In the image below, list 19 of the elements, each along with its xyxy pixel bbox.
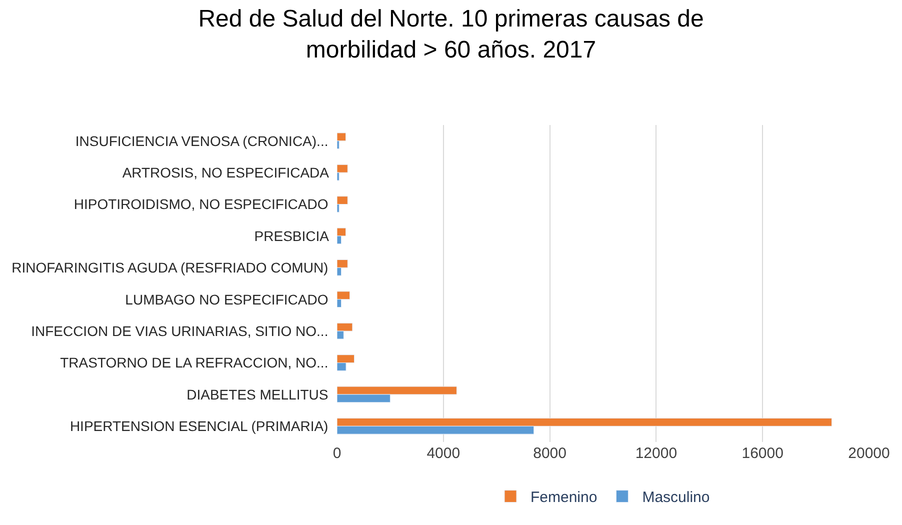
y-tick-label: HIPERTENSION ESENCIAL (PRIMARIA) [70,418,336,434]
y-tick-label: DIABETES MELLITUS [186,386,336,402]
y-tick-label: INSUFICIENCIA VENOSA (CRONICA)... [75,132,336,149]
y-tick-label: ARTROSIS, NO ESPECIFICADA [122,164,336,180]
x-tick-label: 8000 [533,445,566,462]
y-tick-label: PRESBICIA [254,228,336,244]
x-tick-label: 0 [332,445,342,462]
y-tick-label: INFECCION DE VIAS URINARIAS, SITIO NO... [31,322,336,339]
x-tick-label: 16000 [742,445,784,462]
x-tick-label: 4000 [426,445,460,462]
x-tick-label: 20000 [848,445,890,462]
y-tick-label: HIPOTIROIDISMO, NO ESPECIFICADO [74,196,336,212]
legend-label: Femenino [530,489,598,506]
x-tick-label: 12000 [635,445,678,462]
legend-label: Masculino [642,489,710,506]
y-tick-label: TRASTORNO DE LA REFRACCION, NO... [60,354,336,371]
y-tick-label: LUMBAGO NO ESPECIFICADO [125,291,336,308]
y-tick-label: RINOFARINGITIS AGUDA (RESFRIADO COMUN) [12,260,336,276]
chart-title: Red de Salud del Norte. 10 primeras causas de morbilidad > 60 años. 2017 [198,5,704,64]
